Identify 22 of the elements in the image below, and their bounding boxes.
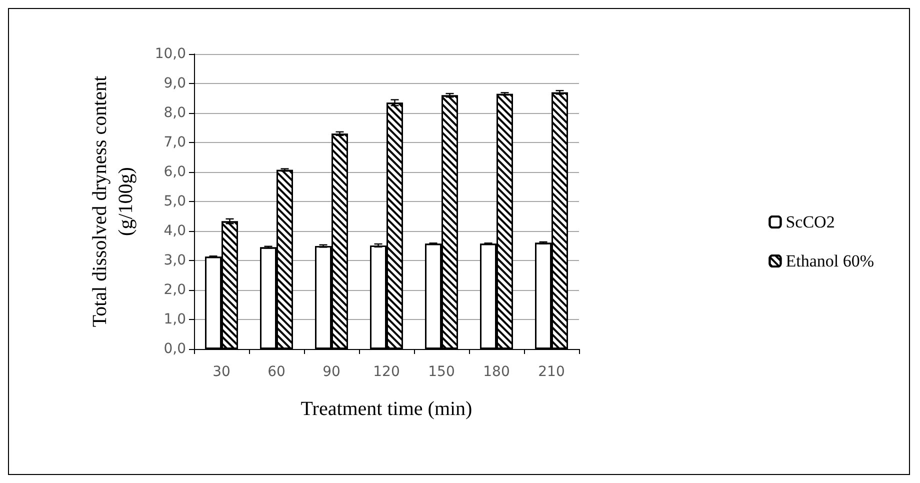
y-tick-label: 7,0	[164, 134, 186, 150]
y-tick-label: 0,0	[164, 341, 186, 357]
y-tick-label: 3,0	[164, 252, 186, 268]
x-tick-label: 60	[268, 364, 286, 380]
y-axis-title: Total dissolved dryness content (g/100g)	[89, 75, 137, 328]
y-tick-label: 4,0	[164, 223, 186, 239]
x-tick-label: 180	[483, 364, 510, 380]
x-axis-title: Treatment time (min)	[300, 398, 472, 420]
y-tick-label: 1,0	[164, 312, 186, 328]
y-tick-label: 2,0	[164, 282, 186, 298]
x-tick-label: 90	[322, 364, 340, 380]
legend-label: ScCO2	[786, 212, 835, 232]
x-tick-label: 210	[538, 364, 565, 380]
y-tick-label: 9,0	[164, 76, 186, 92]
x-tick-label: 30	[212, 364, 230, 380]
y-tick-label: 6,0	[164, 164, 186, 180]
y-tick-label: 10,0	[154, 46, 186, 62]
x-tick-label: 120	[373, 364, 400, 380]
y-tick-label: 5,0	[164, 194, 186, 210]
x-tick-label: 150	[428, 364, 455, 380]
legend-label: Ethanol 60%	[786, 252, 874, 270]
y-tick-label: 8,0	[164, 105, 186, 121]
